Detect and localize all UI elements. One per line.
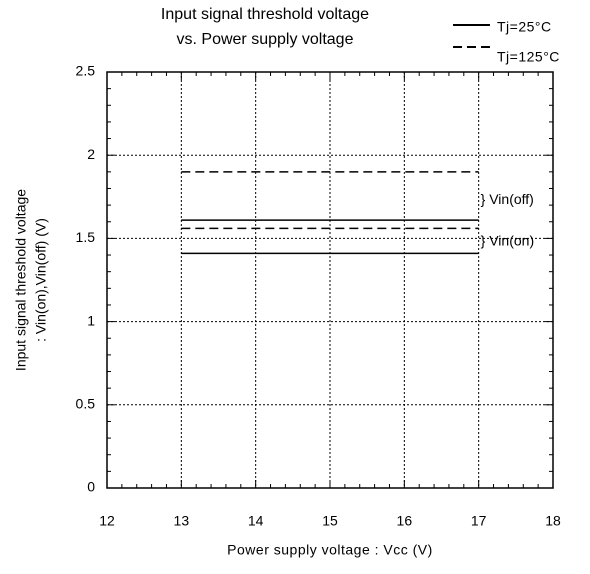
x-tick-label: 14 <box>248 513 264 529</box>
y-tick-label: 2.5 <box>76 63 96 79</box>
x-tick-label: 16 <box>397 513 413 529</box>
x-tick-label: 15 <box>322 513 338 529</box>
x-tick-label: 13 <box>174 513 190 529</box>
annotation: } Vin(off) <box>481 191 534 207</box>
x-axis-label: Power supply voltage : Vcc (V) <box>227 542 433 558</box>
chart-title: vs. Power supply voltage <box>177 31 354 48</box>
y-tick-label: 0.5 <box>76 396 96 412</box>
x-tick-label: 12 <box>99 513 115 529</box>
y-tick-label: 1 <box>87 312 95 328</box>
annotation: } Vin(on) <box>481 232 534 248</box>
y-axis-label: Input signal threshold voltage <box>13 189 29 371</box>
x-tick-label: 17 <box>471 513 487 529</box>
y-axis-label: : Vin(on),Vin(off) (V) <box>33 218 49 342</box>
y-tick-label: 0 <box>87 479 95 495</box>
y-tick-label: 2 <box>87 146 95 162</box>
x-tick-label: 18 <box>545 513 561 529</box>
plot-frame <box>106 71 554 489</box>
chart-title: Input signal threshold voltage <box>161 6 369 23</box>
legend-label: Tj=25°C <box>497 19 552 35</box>
legend-label: Tj=125°C <box>497 49 560 65</box>
y-tick-label: 1.5 <box>76 229 96 245</box>
